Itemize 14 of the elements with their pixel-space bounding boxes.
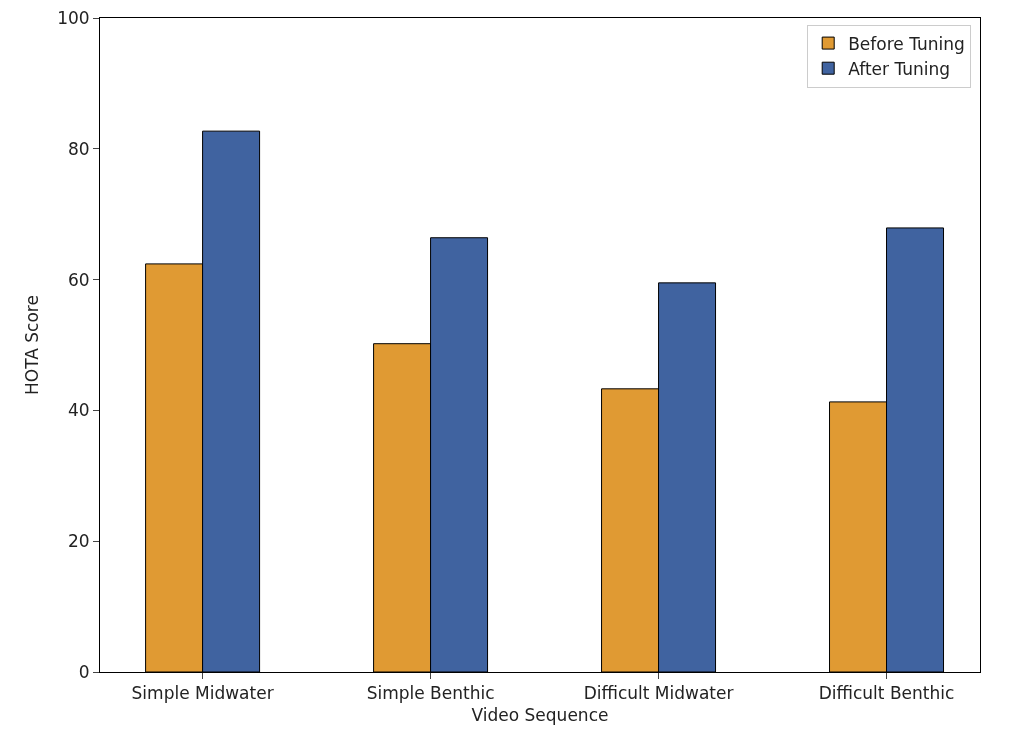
y-tick-label: 100 [57, 7, 90, 28]
y-tick-label: 20 [67, 531, 90, 552]
y-tick-label: 80 [67, 138, 90, 159]
x-tick-label: Difficult Benthic [818, 683, 955, 704]
x-axis-title: Video Sequence [471, 704, 609, 725]
y-tick-label: 60 [67, 269, 90, 290]
y-tick-label: 0 [78, 661, 90, 682]
y-tick-label: 40 [67, 400, 90, 421]
legend-label: After Tuning [848, 58, 951, 79]
x-tick-label: Simple Benthic [366, 683, 495, 704]
legend-label: Before Tuning [848, 33, 965, 54]
x-tick-label: Simple Midwater [131, 683, 274, 704]
y-axis-title: HOTA Score [21, 295, 42, 395]
x-tick-label: Difficult Midwater [583, 683, 734, 704]
